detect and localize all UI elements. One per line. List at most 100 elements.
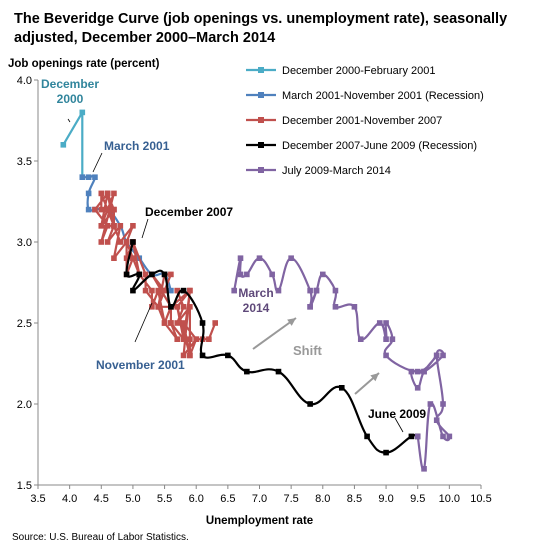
data-point-series-1 (85, 206, 92, 213)
data-point-series-4 (440, 433, 446, 440)
x-tick-label: 7.5 (283, 493, 298, 505)
data-point-series-4 (275, 287, 282, 294)
annot-december-2007: December 2007 (145, 205, 233, 219)
data-point-series-2 (161, 287, 168, 294)
data-point-series-4 (414, 385, 421, 391)
data-point-series-2 (111, 206, 117, 213)
data-point-series-2 (104, 223, 111, 229)
data-point-series-3 (338, 385, 345, 391)
x-tick-label: 10.0 (439, 493, 460, 505)
data-point-series-4 (351, 304, 358, 310)
data-point-series-1 (79, 174, 86, 180)
data-point-series-3 (149, 271, 155, 278)
y-tick-label: 1.5 (17, 480, 32, 492)
data-point-series-2 (168, 320, 174, 326)
y-tick-label: 3.0 (17, 237, 32, 249)
data-point-series-4 (231, 287, 237, 294)
data-point-series-2 (142, 287, 149, 294)
data-point-series-2 (193, 336, 200, 342)
annot-november-2001: November 2001 (96, 358, 185, 372)
annot-december-2000-line-0: December (41, 77, 99, 91)
x-tick-label: 8.5 (347, 493, 362, 505)
data-point-series-4 (376, 320, 383, 326)
data-point-series-1 (85, 190, 92, 197)
data-point-series-2 (187, 336, 193, 342)
x-tick-label: 5.0 (125, 493, 140, 505)
data-point-series-2 (180, 304, 187, 310)
annot-december-2000-line-1: 2000 (57, 92, 84, 106)
x-tick-label: 4.5 (94, 493, 109, 505)
data-point-series-4 (414, 433, 421, 440)
legend-swatch-marker-2 (258, 117, 264, 123)
data-point-series-3 (161, 271, 168, 278)
data-point-series-2 (111, 255, 117, 261)
shift-arrow-left-head (287, 318, 296, 326)
data-point-series-3 (130, 239, 136, 245)
series-line-0 (62, 111, 84, 178)
data-point-series-3 (275, 368, 282, 375)
data-point-series-4 (244, 271, 250, 278)
x-tick-label: 9.5 (410, 493, 425, 505)
y-axis-label: Job openings rate (percent) (8, 58, 160, 70)
data-point-series-2 (174, 336, 181, 342)
data-point-series-4 (332, 304, 339, 310)
data-point-series-4 (256, 255, 263, 261)
data-point-series-4 (313, 287, 320, 294)
data-point-series-2 (180, 320, 187, 326)
data-point-series-2 (117, 239, 124, 245)
data-point-series-3 (225, 352, 231, 359)
data-point-series-4 (421, 466, 427, 472)
annot-pointer-june-2009 (394, 417, 404, 433)
data-point-series-2 (111, 223, 117, 229)
annot-pointer-march-2001 (92, 152, 103, 173)
data-point-series-4 (433, 417, 440, 423)
source-note: Source: U.S. Bureau of Labor Statistics. (12, 532, 189, 543)
data-point-series-4 (440, 401, 446, 407)
data-point-series-2 (98, 223, 105, 229)
data-point-series-2 (149, 304, 155, 310)
annot-pointer-december-2007 (141, 218, 149, 239)
legend-swatch-marker-1 (258, 92, 264, 98)
data-point-series-2 (155, 304, 162, 310)
data-point-series-4 (427, 401, 434, 407)
data-point-series-1 (92, 174, 98, 180)
x-tick-label: 8.0 (315, 493, 330, 505)
data-point-series-1 (168, 287, 174, 294)
legend-label-3: December 2007-June 2009 (Recession) (282, 140, 477, 152)
chart-title: The Beveridge Curve (job openings vs. un… (14, 11, 508, 46)
data-point-series-4 (383, 352, 389, 359)
annot-march-2014-line-1: 2014 (243, 301, 270, 315)
data-point-series-3 (168, 304, 174, 310)
data-point-series-2 (130, 223, 136, 229)
data-point-series-2 (111, 190, 117, 197)
annot-pointer-december-2000 (67, 118, 71, 123)
data-point-series-3 (244, 368, 250, 375)
x-tick-label: 9.0 (378, 493, 393, 505)
data-point-series-2 (187, 352, 193, 359)
x-tick-label: 7.0 (252, 493, 267, 505)
data-point-series-4 (288, 255, 294, 261)
data-point-series-4 (389, 336, 396, 342)
data-point-series-3 (199, 352, 206, 359)
data-point-series-2 (98, 190, 105, 197)
data-point-series-2 (168, 271, 174, 278)
data-point-series-3 (180, 287, 187, 294)
data-point-series-3 (199, 320, 206, 326)
data-point-series-2 (161, 320, 168, 326)
data-point-series-2 (130, 255, 136, 261)
legend-label-1: March 2001-November 2001 (Recession) (282, 90, 484, 102)
data-point-series-2 (104, 239, 111, 245)
x-axis-label: Unemployment rate (206, 515, 313, 527)
data-point-series-2 (117, 223, 124, 229)
annot-march-2014-line-0: March (238, 286, 273, 300)
data-point-series-2 (142, 271, 149, 278)
annot-pointer-november-2001 (134, 302, 153, 343)
data-point-series-0 (79, 109, 86, 116)
data-point-series-2 (98, 206, 105, 213)
data-point-series-4 (446, 433, 453, 440)
x-tick-label: 6.5 (220, 493, 235, 505)
data-point-series-3 (123, 271, 130, 278)
data-point-series-4 (332, 287, 339, 294)
data-point-series-4 (414, 368, 421, 375)
